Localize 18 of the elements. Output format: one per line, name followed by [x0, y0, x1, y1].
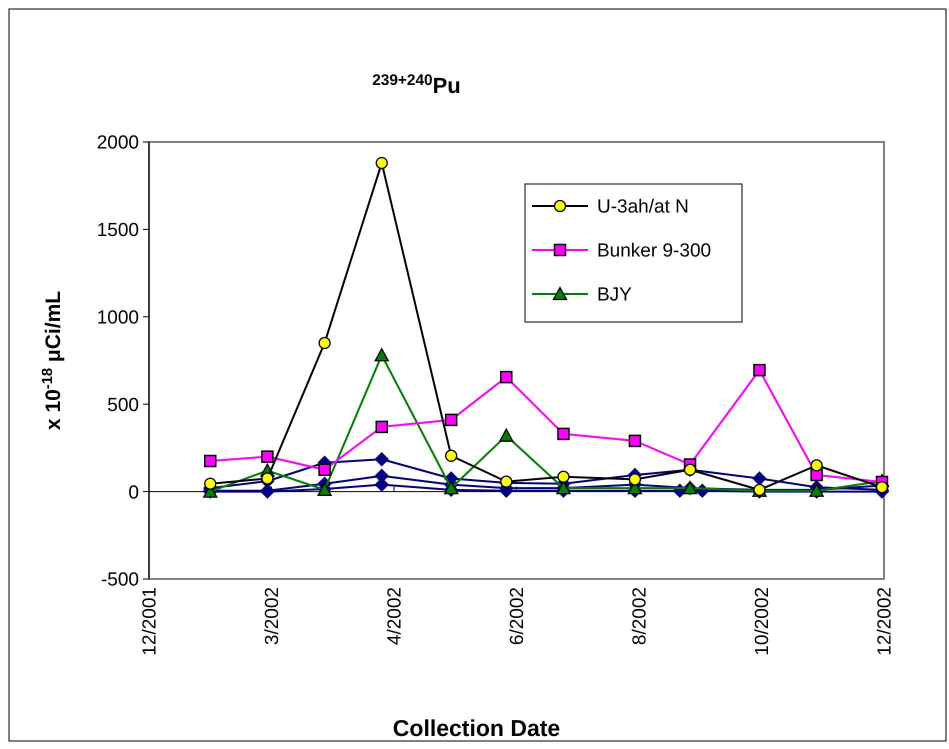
y-tick-label: 1500 [96, 220, 139, 242]
y-tick-label: 2000 [96, 132, 139, 154]
x-axis-title: Collection Date [392, 715, 560, 741]
y-tick-label: -500 [100, 570, 139, 591]
x-tick-label: 8/2002 [630, 587, 651, 646]
legend-label: U-3ah/at N [597, 196, 689, 218]
legend-label: BJY [597, 284, 632, 306]
x-tick-label: 12/2001 [140, 587, 161, 656]
chart-title: $^{239+240}$Pu [372, 72, 461, 98]
y-tick-label: 500 [107, 394, 139, 416]
x-tick-label: 6/2002 [507, 587, 528, 646]
x-tick-label: 12/2002 [874, 587, 896, 656]
x-tick-label: 4/2002 [384, 587, 406, 646]
y-tick-label: 0 [128, 482, 139, 504]
x-tick-label: 10/2002 [752, 587, 774, 656]
legend-label: Bunker 9-300 [597, 240, 712, 262]
y-tick-label: 1000 [96, 307, 139, 328]
x-tick-label: 3/2002 [262, 587, 284, 646]
